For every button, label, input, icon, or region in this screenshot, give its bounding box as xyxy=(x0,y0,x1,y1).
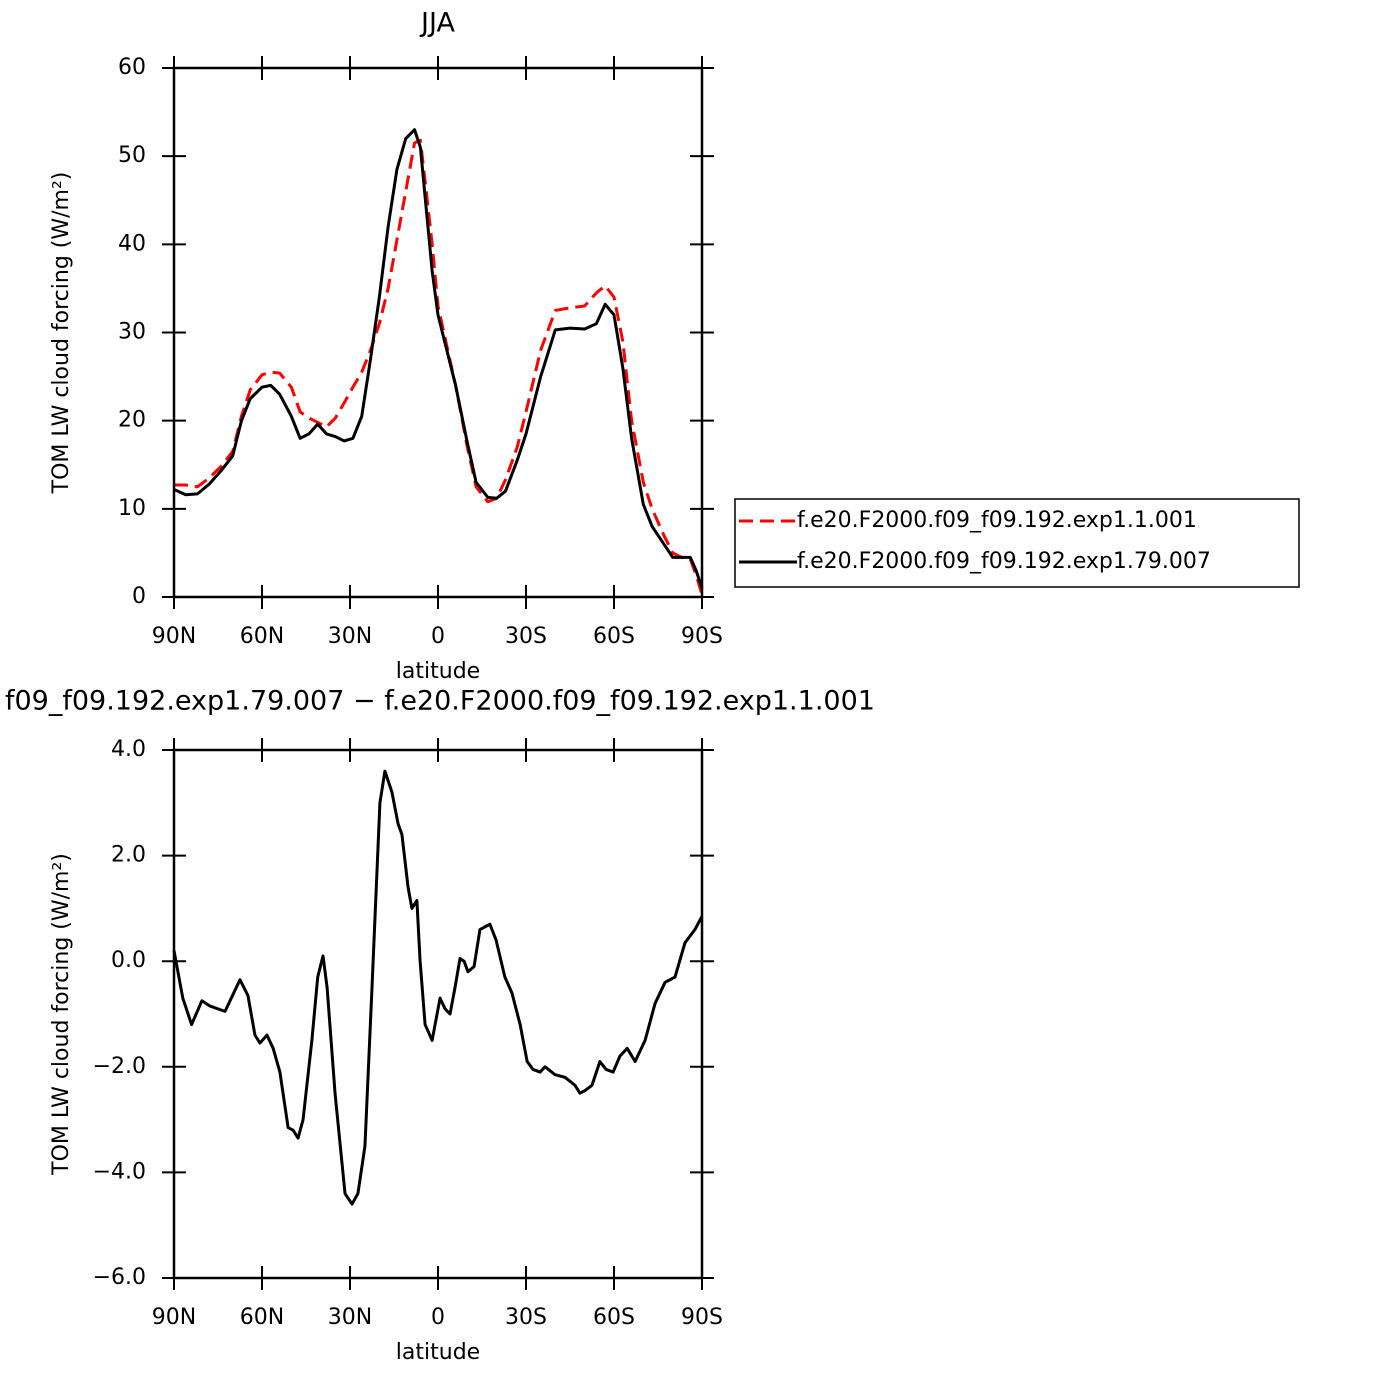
data-line xyxy=(173,128,704,589)
x-tick-label: 30S xyxy=(505,1305,547,1330)
y-tick-label: 50 xyxy=(118,143,146,168)
plot-frame xyxy=(172,748,704,1280)
y-tick-label: 60 xyxy=(118,55,146,80)
chart-title: f09_f09.192.exp1.79.007 − f.e20.F2000.f0… xyxy=(5,686,875,717)
y-tick-label: 2.0 xyxy=(111,843,146,868)
legend-label: f.e20.F2000.f09_f09.192.exp1.79.007 xyxy=(797,549,1211,574)
y-tick-label: 10 xyxy=(118,496,146,521)
legend-label: f.e20.F2000.f09_f09.192.exp1.1.001 xyxy=(797,508,1197,533)
x-tick-label: 90S xyxy=(681,624,723,649)
y-tick-label: 30 xyxy=(118,320,146,345)
chart-title: JJA xyxy=(419,8,455,39)
x-axis-label: latitude xyxy=(396,1340,480,1365)
y-tick-label: 40 xyxy=(118,231,146,256)
y-tick-label: 0 xyxy=(132,584,146,609)
y-tick-label: −6.0 xyxy=(93,1265,146,1290)
x-tick-label: 90S xyxy=(681,1305,723,1330)
x-tick-label: 90N xyxy=(152,624,196,649)
x-tick-label: 30N xyxy=(328,1305,372,1330)
x-tick-label: 60N xyxy=(240,1305,284,1330)
x-tick-label: 30N xyxy=(328,624,372,649)
y-tick-label: −4.0 xyxy=(93,1159,146,1184)
x-tick-label: 90N xyxy=(152,1305,196,1330)
plot-frame xyxy=(172,66,704,599)
x-tick-label: 0 xyxy=(431,624,445,649)
y-tick-label: −2.0 xyxy=(93,1054,146,1079)
x-tick-label: 60S xyxy=(593,624,635,649)
legend-box xyxy=(734,498,1300,588)
y-tick-label: 4.0 xyxy=(111,737,146,762)
y-axis-label: TOM LW cloud forcing (W/m²) xyxy=(49,853,74,1176)
x-tick-label: 60N xyxy=(240,624,284,649)
x-tick-label: 60S xyxy=(593,1305,635,1330)
data-line xyxy=(174,138,704,595)
y-axis-label: TOM LW cloud forcing (W/m²) xyxy=(49,172,74,495)
x-tick-label: 30S xyxy=(505,624,547,649)
data-line xyxy=(172,769,704,1206)
y-tick-label: 20 xyxy=(118,408,146,433)
x-tick-label: 0 xyxy=(431,1305,445,1330)
y-tick-label: 0.0 xyxy=(111,948,146,973)
x-axis-label: latitude xyxy=(396,659,480,684)
